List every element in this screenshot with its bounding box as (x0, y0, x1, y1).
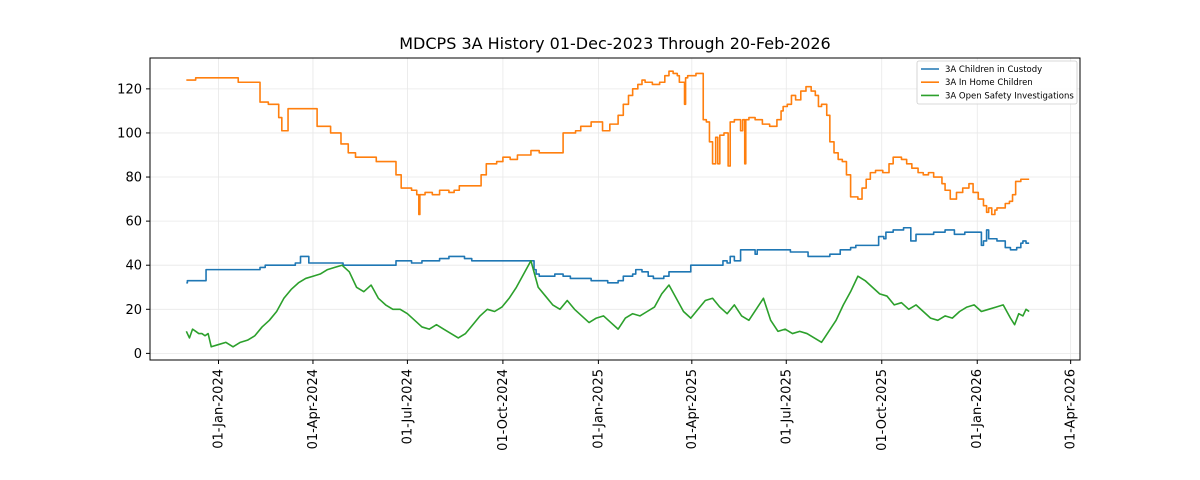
y-tick-label: 80 (125, 171, 142, 186)
y-tick-label: 60 (125, 215, 142, 230)
plot-frame (149, 57, 1081, 361)
legend-label: 3A Open Safety Investigations (945, 91, 1074, 101)
x-tick-label: 01-Apr-2026 (1064, 369, 1079, 449)
series-line-2 (186, 70, 1030, 216)
y-tick-label: 0 (134, 347, 142, 362)
legend-label: 3A Children in Custody (945, 65, 1042, 75)
x-tick-label: 01-Oct-2025 (875, 369, 890, 451)
x-tick-label: 01-Apr-2025 (685, 369, 700, 449)
x-tick-label: 01-Jul-2025 (779, 369, 794, 444)
x-tick-label: 01-Oct-2024 (496, 369, 511, 451)
x-tick-label: 01-Apr-2024 (306, 369, 321, 449)
y-tick-label: 40 (125, 259, 142, 274)
series-line-3 (185, 260, 1030, 348)
axis-layer: 0 20 40 60 80 100 120 01-Jan-2024 01-Apr-2024 01-… (117, 82, 1078, 450)
legend: 3A Children in Custody 3A In Home Childre… (916, 60, 1078, 105)
x-tick-label: 01-Jan-2024 (212, 369, 227, 449)
legend-box (916, 60, 1078, 105)
x-tick-label: 01-Jul-2024 (400, 369, 415, 444)
series-line-1 (186, 226, 1030, 284)
y-tick-label: 20 (125, 303, 142, 318)
chart-title: MDCPS 3A History 01-Dec-2023 Through 20-… (399, 34, 830, 53)
x-tick-label: 01-Jan-2025 (591, 369, 606, 449)
legend-label: 3A In Home Children (945, 78, 1033, 88)
y-tick-label: 120 (117, 82, 142, 97)
y-tick-label: 100 (117, 126, 142, 141)
x-tick-label: 01-Jan-2026 (970, 369, 985, 449)
series-layer (185, 70, 1030, 348)
